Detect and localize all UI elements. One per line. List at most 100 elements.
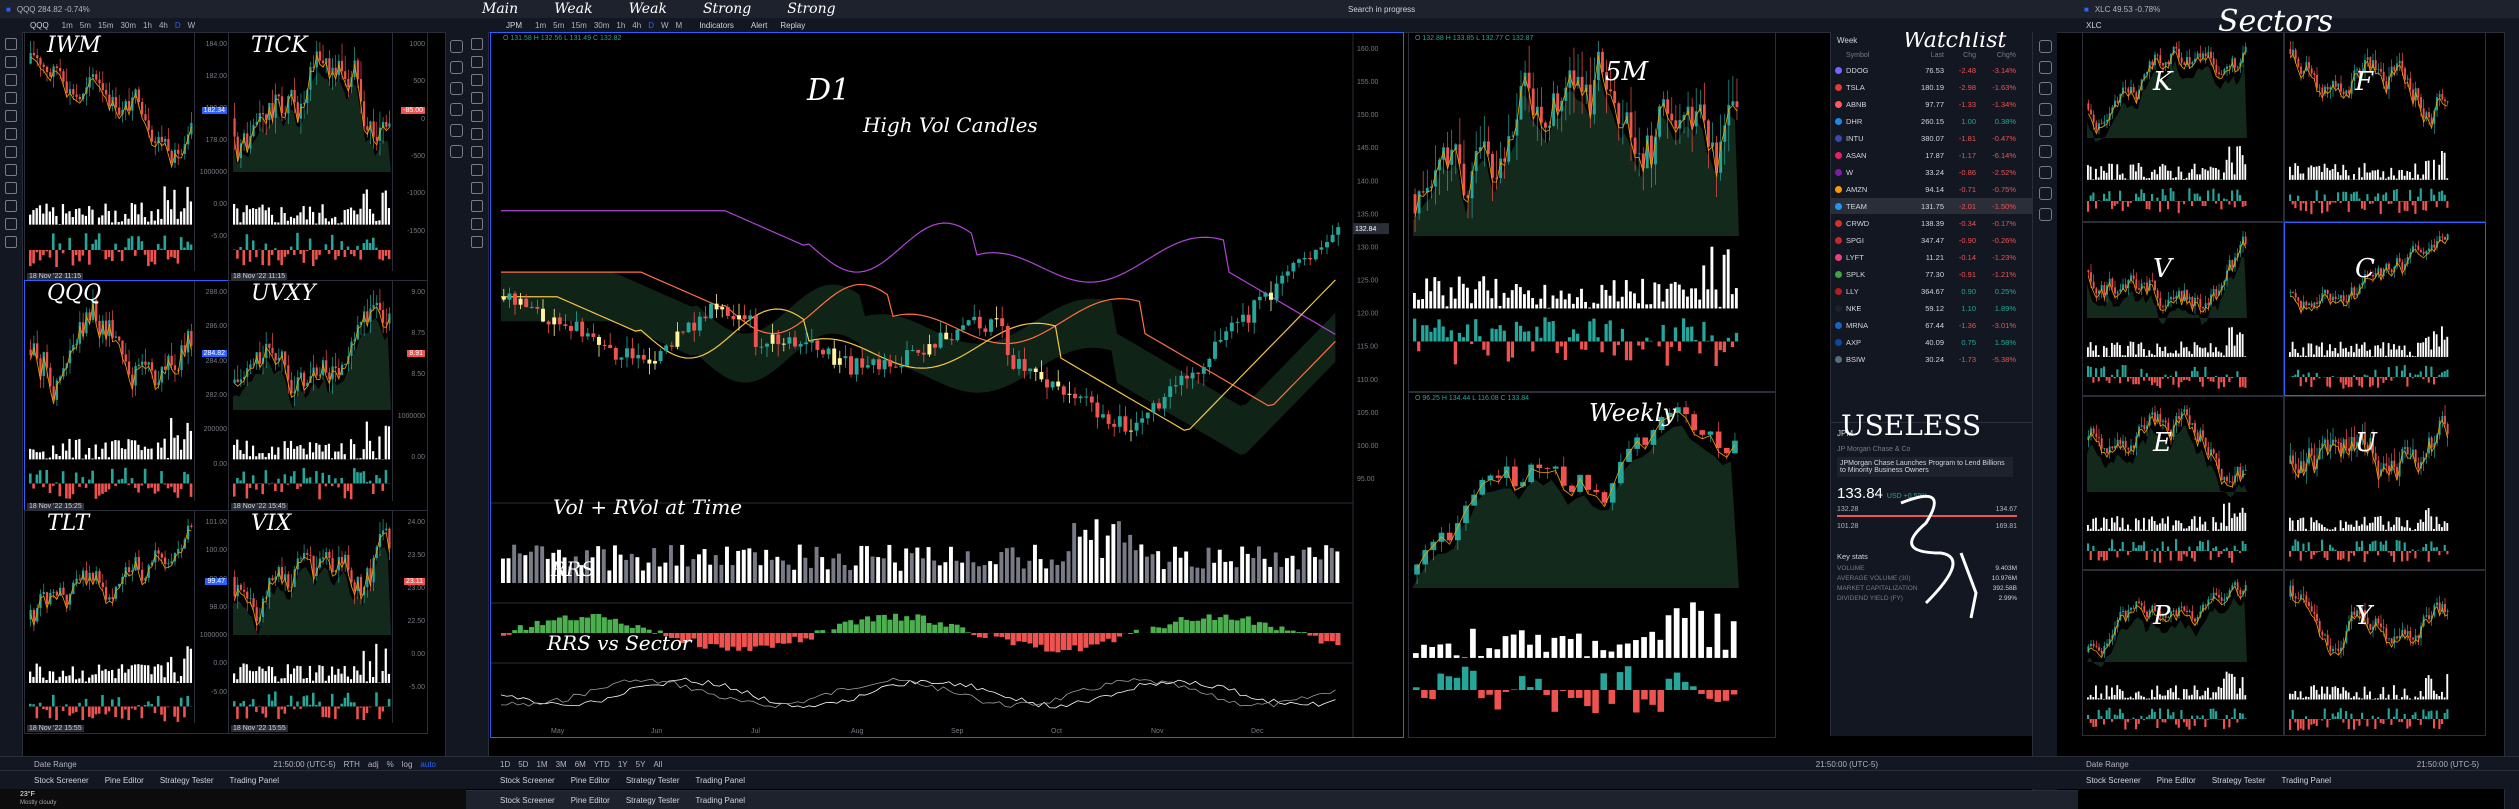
watchlist-header[interactable]: Chg	[1963, 51, 1976, 59]
main-tf-5m[interactable]: 5m	[553, 20, 565, 30]
left-adj[interactable]: adj	[367, 759, 379, 769]
brush-icon[interactable]	[5, 92, 17, 104]
watchlist-row[interactable]: SPLK 77.30 -0.91 -1.21%	[1831, 266, 2033, 283]
main-trading-panel-tab[interactable]: Trading Panel	[695, 775, 746, 785]
left-symbol-button[interactable]: QQQ	[30, 20, 49, 30]
weekly-chart[interactable]: O 96.25 H 134.44 L 116.08 C 133.84 Weekl…	[1408, 392, 1776, 738]
range-3M[interactable]: 3M	[555, 759, 567, 769]
right-symbol-button[interactable]: XLC	[2086, 20, 2102, 30]
pattern-icon[interactable]	[5, 128, 17, 140]
ruler-icon[interactable]	[471, 146, 483, 158]
watchlist-row[interactable]: AXP 40.09 0.75 1.58%	[1831, 334, 2033, 351]
range-1D[interactable]: 1D	[500, 759, 511, 769]
watchlist-row[interactable]: AMZN 94.14 -0.71 -0.75%	[1831, 181, 2033, 198]
sector-chart-c[interactable]: C	[2284, 222, 2486, 396]
left-stock-screener-tab[interactable]: Stock Screener	[34, 775, 89, 785]
left-chart-iwm[interactable]: 184.00182.00180.00178.0010000000.00-5.00…	[24, 32, 230, 282]
eye-icon[interactable]	[5, 218, 17, 230]
left-tf-W[interactable]: W	[187, 20, 196, 30]
text-icon[interactable]	[471, 110, 483, 122]
layout-tab[interactable]: Strong	[787, 1, 836, 17]
left-rth[interactable]: RTH	[343, 759, 360, 769]
watchlist-row[interactable]: NKE 59.12 1.10 1.89%	[1831, 300, 2033, 317]
watchlist-row[interactable]: SPGI 347.47 -0.90 -0.26%	[1831, 232, 2033, 249]
range-5D[interactable]: 5D	[518, 759, 529, 769]
left-tf-5m[interactable]: 5m	[79, 20, 91, 30]
streams-icon[interactable]	[2038, 166, 2052, 179]
watchlist-row[interactable]: TSLA 180.19 -2.98 -1.63%	[1831, 79, 2033, 96]
watchlist-header[interactable]: Chg%	[1996, 51, 2016, 59]
zoom-icon[interactable]	[471, 164, 483, 176]
ideas-icon[interactable]	[449, 103, 463, 116]
watchlist-period[interactable]: Week	[1837, 35, 1858, 45]
sector-chart-y[interactable]: Y	[2284, 570, 2486, 736]
left-tf-1h[interactable]: 1h	[143, 20, 152, 30]
left-log[interactable]: log	[401, 759, 413, 769]
chat-icon[interactable]	[2038, 187, 2052, 200]
lock-icon[interactable]	[5, 200, 17, 212]
main-tf-W[interactable]: W	[660, 20, 669, 30]
left-strategy-tester-tab[interactable]: Strategy Tester	[159, 775, 214, 785]
left-tf-D[interactable]: D	[174, 20, 181, 30]
left-tf-1m[interactable]: 1m	[61, 20, 73, 30]
left-chart-qqq[interactable]: 288.00 286.00 284.00 282.00 200000 0.00 QQQ 284…	[24, 280, 230, 512]
watchlist-icon[interactable]	[2038, 40, 2052, 53]
layout-tab[interactable]: Strong	[702, 1, 752, 17]
right-stock-screener-tab[interactable]: Stock Screener	[2086, 775, 2141, 785]
main-stock-screener-tab[interactable]: Stock Screener	[500, 775, 555, 785]
ideas-icon[interactable]	[2038, 145, 2052, 158]
main-tf-D[interactable]: D	[648, 20, 654, 30]
detail-news[interactable]: JPMorgan Chase Launches Program to Lend …	[1837, 457, 2013, 477]
watchlist-row[interactable]: ASAN 17.87 -1.17 -6.14%	[1831, 147, 2033, 164]
calendar-icon[interactable]	[449, 82, 463, 95]
fib-icon[interactable]	[471, 74, 483, 86]
date-range-button[interactable]: Date Range	[34, 759, 77, 769]
magnet-icon[interactable]	[5, 182, 17, 194]
trash-icon[interactable]	[471, 236, 483, 248]
watchlist-row[interactable]: CRWD 138.39 -0.34 -0.17%	[1831, 215, 2033, 232]
range-1M[interactable]: 1M	[536, 759, 548, 769]
left-pine-editor-tab[interactable]: Pine Editor	[104, 775, 144, 785]
watchlist-row[interactable]: W 33.24 -0.86 -2.52%	[1831, 164, 2033, 181]
main2-trading-panel-tab[interactable]: Trading Panel	[695, 795, 746, 805]
chat-icon[interactable]	[449, 124, 463, 137]
alerts-icon[interactable]	[2038, 61, 2052, 74]
watchlist-header[interactable]: Symbol	[1846, 51, 1870, 59]
main-pine-editor-tab[interactable]: Pine Editor	[570, 775, 610, 785]
brush-icon[interactable]	[471, 92, 483, 104]
main-tf-1h[interactable]: 1h	[616, 20, 626, 30]
crosshair-icon[interactable]	[471, 38, 483, 50]
main-tf-4h[interactable]: 4h	[632, 20, 642, 30]
watchlist-row[interactable]: LLY 364.67 0.90 0.25%	[1831, 283, 2033, 300]
sector-chart-k[interactable]: K	[2082, 32, 2284, 222]
alerts-icon[interactable]	[449, 61, 463, 74]
fib-icon[interactable]	[5, 74, 17, 86]
left-tf-4h[interactable]: 4h	[158, 20, 168, 30]
left-chart-tlt[interactable]: 101.00100.0099.0098.0010000000.00-5.00TL…	[24, 510, 230, 734]
trendline-icon[interactable]	[5, 56, 17, 68]
d1-chart[interactable]: O 131.58 H 132.56 L 131.49 C 132.82 160.…	[490, 32, 1404, 738]
left-percent[interactable]: %	[386, 759, 394, 769]
right-pine-editor-tab[interactable]: Pine Editor	[2156, 775, 2196, 785]
data-window-icon[interactable]	[2038, 82, 2052, 95]
calendar-icon[interactable]	[2038, 124, 2052, 137]
watchlist-row[interactable]: DDOG 76.53 -2.48 -3.14%	[1831, 62, 2033, 79]
sector-chart-u[interactable]: U	[2284, 396, 2486, 570]
right-trading-panel-tab[interactable]: Trading Panel	[2281, 775, 2332, 785]
range-All[interactable]: All	[653, 759, 663, 769]
zoom-icon[interactable]	[5, 164, 17, 176]
range-6M[interactable]: 6M	[574, 759, 586, 769]
left-tf-15m[interactable]: 15m	[97, 20, 114, 30]
left-chart-tick[interactable]: 1000 500 0 -500 -1000 -1500 TICK -85.00 18 Nov '…	[228, 32, 428, 282]
left-chart-uvxy[interactable]: 9.00 8.75 8.50 1000000 0.00 UVXY 8.91 18 Nov '2…	[228, 280, 428, 512]
main-tf-15m[interactable]: 15m	[571, 20, 587, 30]
main-strategy-tester-tab[interactable]: Strategy Tester	[625, 775, 680, 785]
eye-icon[interactable]	[471, 218, 483, 230]
alert-button[interactable]: Alert	[750, 20, 768, 30]
left-auto[interactable]: auto	[420, 759, 436, 769]
main-tf-1m[interactable]: 1m	[535, 20, 547, 30]
right-date-range[interactable]: Date Range	[2086, 759, 2129, 769]
range-1Y[interactable]: 1Y	[617, 759, 628, 769]
watchlist-row[interactable]: INTU 380.07 -1.81 -0.47%	[1831, 130, 2033, 147]
watchlist-header[interactable]: Last	[1930, 51, 1944, 59]
